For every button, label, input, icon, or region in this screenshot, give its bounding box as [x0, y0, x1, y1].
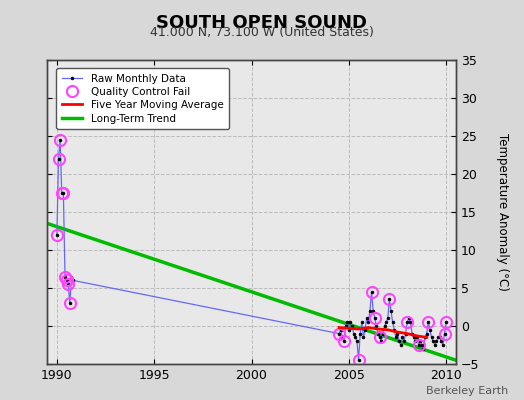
- Raw Monthly Data: [54, 232, 60, 237]
- Quality Control Fail: [443, 320, 449, 325]
- Five Year Moving Average: [346, 326, 352, 331]
- Five Year Moving Average: [404, 331, 410, 336]
- Legend: Raw Monthly Data, Quality Control Fail, Five Year Moving Average, Long-Term Tren: Raw Monthly Data, Quality Control Fail, …: [57, 68, 229, 129]
- Quality Control Fail: [60, 191, 67, 196]
- Quality Control Fail: [59, 191, 65, 196]
- Five Year Moving Average: [375, 327, 381, 332]
- Quality Control Fail: [355, 358, 362, 362]
- Quality Control Fail: [386, 297, 392, 302]
- Y-axis label: Temperature Anomaly (°C): Temperature Anomaly (°C): [496, 133, 509, 291]
- Five Year Moving Average: [336, 325, 342, 330]
- Five Year Moving Average: [414, 334, 420, 338]
- Quality Control Fail: [65, 282, 71, 286]
- Raw Monthly Data: [57, 137, 63, 142]
- Raw Monthly Data: [385, 316, 391, 321]
- Five Year Moving Average: [365, 325, 372, 330]
- Quality Control Fail: [341, 339, 347, 344]
- Line: Raw Monthly Data: Raw Monthly Data: [56, 138, 447, 362]
- Text: 41.000 N, 73.100 W (United States): 41.000 N, 73.100 W (United States): [150, 26, 374, 39]
- Quality Control Fail: [54, 232, 60, 237]
- Five Year Moving Average: [355, 327, 362, 332]
- Raw Monthly Data: [341, 339, 347, 344]
- Line: Quality Control Fail: Quality Control Fail: [51, 134, 452, 366]
- Quality Control Fail: [372, 316, 378, 321]
- Quality Control Fail: [56, 156, 62, 161]
- Raw Monthly Data: [355, 358, 362, 362]
- Quality Control Fail: [441, 331, 447, 336]
- Quality Control Fail: [62, 274, 68, 279]
- Raw Monthly Data: [375, 331, 381, 336]
- Quality Control Fail: [63, 278, 70, 283]
- Quality Control Fail: [404, 320, 410, 325]
- Text: Berkeley Earth: Berkeley Earth: [426, 386, 508, 396]
- Line: Five Year Moving Average: Five Year Moving Average: [339, 328, 427, 338]
- Quality Control Fail: [377, 335, 383, 340]
- Raw Monthly Data: [443, 320, 449, 325]
- Quality Control Fail: [57, 137, 63, 142]
- Text: SOUTH OPEN SOUND: SOUTH OPEN SOUND: [157, 14, 367, 32]
- Quality Control Fail: [425, 320, 431, 325]
- Quality Control Fail: [416, 342, 422, 347]
- Five Year Moving Average: [385, 327, 391, 332]
- Quality Control Fail: [67, 301, 73, 306]
- Raw Monthly Data: [362, 327, 368, 332]
- Quality Control Fail: [336, 331, 342, 336]
- Raw Monthly Data: [63, 278, 70, 283]
- Quality Control Fail: [368, 290, 375, 294]
- Five Year Moving Average: [395, 330, 401, 334]
- Five Year Moving Average: [423, 335, 430, 340]
- Raw Monthly Data: [411, 335, 417, 340]
